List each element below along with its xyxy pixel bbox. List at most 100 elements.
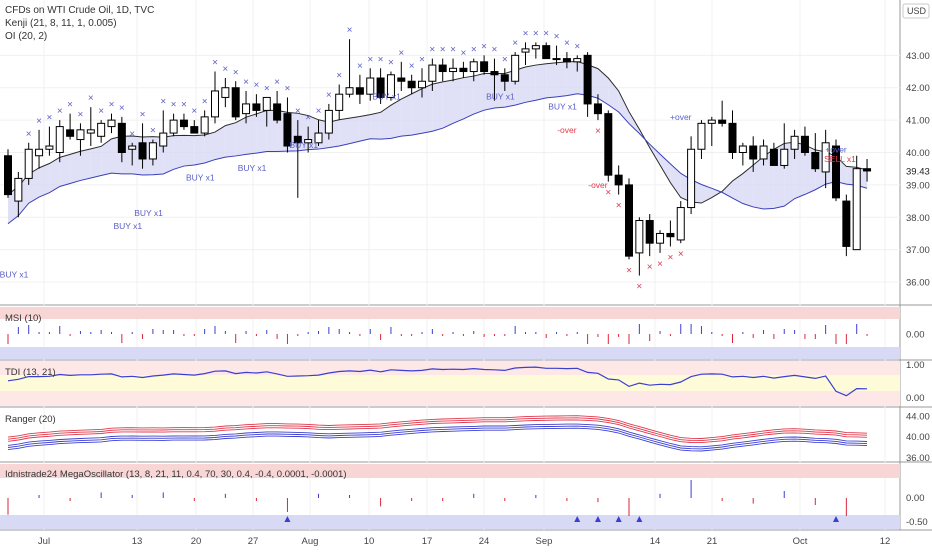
tdi-tick-label: 0.00 <box>906 393 925 404</box>
candle-body <box>76 129 85 141</box>
buy-zone-marker: × <box>398 48 404 59</box>
buy-zone-marker: × <box>326 90 332 101</box>
x-tick-label: Jul <box>38 536 50 547</box>
candle-body <box>728 122 737 153</box>
kenji-band-segment <box>608 78 619 113</box>
buy-zone-marker: × <box>140 109 146 120</box>
msi-lower-band <box>0 347 900 359</box>
candle-body <box>200 116 209 134</box>
ranger-tick-label: 44.00 <box>906 411 930 422</box>
candle-body <box>97 122 106 137</box>
kenji-band-segment <box>215 125 226 160</box>
candle-body <box>780 148 789 166</box>
buy-zone-marker: × <box>429 45 435 56</box>
candle-body <box>324 109 333 134</box>
candle-body <box>148 142 157 160</box>
candle-body <box>707 119 716 124</box>
candle-body <box>687 148 696 209</box>
kenji-band-segment <box>39 163 50 198</box>
kenji-band-segment <box>732 173 743 204</box>
candle-body <box>107 119 116 128</box>
x-tick-label: 10 <box>364 536 375 547</box>
over-annotation: -over <box>557 125 577 135</box>
buy-signal-label: BUY x1 <box>0 270 29 280</box>
candle-body <box>749 145 758 160</box>
candle-body <box>790 135 799 150</box>
candle-body <box>852 168 861 251</box>
buy-zone-marker: × <box>129 129 135 140</box>
buy-zone-marker: × <box>440 45 446 56</box>
kenji-band-segment <box>256 110 267 154</box>
buy-zone-marker: × <box>150 126 156 137</box>
kenji-band-segment <box>629 111 640 134</box>
price-tick-label: 38.00 <box>906 213 930 224</box>
price-tick-label: 42.00 <box>906 83 930 94</box>
candle-body <box>179 119 188 128</box>
ranger-band-line <box>7 423 868 448</box>
kenji-band-segment <box>204 132 215 164</box>
candle-body <box>583 54 592 105</box>
over-annotation: -over <box>588 180 608 190</box>
candle-body <box>863 168 872 172</box>
kenji-band-segment <box>432 81 443 132</box>
kenji-band-segment <box>473 73 485 115</box>
kenji-band-segment <box>463 76 474 119</box>
candle-body <box>314 132 323 144</box>
mega-signal-triangle <box>636 516 643 522</box>
price-tick-label: 41.00 <box>906 116 930 127</box>
kenji-band-segment <box>370 112 381 140</box>
buy-zone-marker: × <box>347 25 353 36</box>
candle-body <box>4 155 12 196</box>
kenji-band-segment <box>401 93 412 137</box>
candle-body <box>169 119 178 134</box>
kenji-center-line <box>7 60 868 204</box>
buy-zone-marker: × <box>305 113 311 124</box>
buy-zone-marker: × <box>357 61 363 72</box>
candle-body <box>449 67 458 73</box>
candle-body <box>304 139 313 144</box>
currency-label: USD <box>907 6 927 16</box>
x-tick-label: 17 <box>422 536 433 547</box>
kenji-band-segment <box>235 117 247 156</box>
candle-body <box>221 87 230 98</box>
buy-zone-marker: × <box>285 83 291 94</box>
candle-body <box>604 113 613 176</box>
kenji-band-segment <box>390 99 402 139</box>
sell-zone-marker: × <box>678 249 684 260</box>
candle-body <box>273 103 282 121</box>
kenji-band-segment <box>753 156 764 209</box>
mega-tick-label: 0.00 <box>906 493 925 504</box>
kenji-band-segment <box>525 65 536 103</box>
kenji-band-segment <box>442 79 454 129</box>
x-tick-label: 21 <box>707 536 718 547</box>
candle-body <box>117 122 126 153</box>
candle-body <box>718 119 727 124</box>
buy-signal-label: BUY x1 <box>134 208 163 218</box>
mega-upper-band <box>0 464 900 478</box>
candle-body <box>821 142 830 173</box>
kenji-band-segment <box>484 73 495 111</box>
ranger-tick-label: 36.00 <box>906 453 930 464</box>
x-tick-label: Oct <box>793 536 808 547</box>
candle-body <box>355 87 364 95</box>
kenji-band-segment <box>670 163 681 198</box>
buy-zone-marker: × <box>46 113 52 124</box>
tdi-tick-label: 1.00 <box>906 360 925 371</box>
mega-tick-label: -0.50 <box>906 517 928 528</box>
candle-body <box>511 54 520 82</box>
buy-zone-marker: × <box>26 129 32 140</box>
mega-signal-triangle <box>615 516 622 522</box>
sell-zone-marker: × <box>647 262 653 273</box>
buy-zone-marker: × <box>450 45 456 56</box>
candle-body <box>842 200 851 247</box>
buy-signal-label: BUY x1 <box>186 173 215 183</box>
buy-zone-marker: × <box>564 38 570 49</box>
kenji-band-segment <box>173 135 184 170</box>
kenji-band-segment <box>660 154 671 183</box>
kenji-band-segment <box>225 122 236 158</box>
kenji-band-segment <box>380 105 391 140</box>
candle-body <box>459 67 468 73</box>
msi-upper-band <box>0 307 900 319</box>
